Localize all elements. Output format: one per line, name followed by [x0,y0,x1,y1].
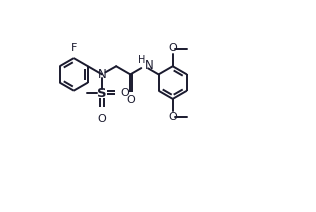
Text: O: O [168,112,177,122]
Text: N: N [145,59,154,72]
Text: H: H [137,55,145,65]
Text: N: N [98,68,106,81]
Text: S: S [97,87,107,100]
Text: O: O [126,95,135,105]
Text: O: O [168,43,177,53]
Text: F: F [70,43,77,53]
Text: O: O [120,88,129,98]
Text: O: O [98,114,106,124]
